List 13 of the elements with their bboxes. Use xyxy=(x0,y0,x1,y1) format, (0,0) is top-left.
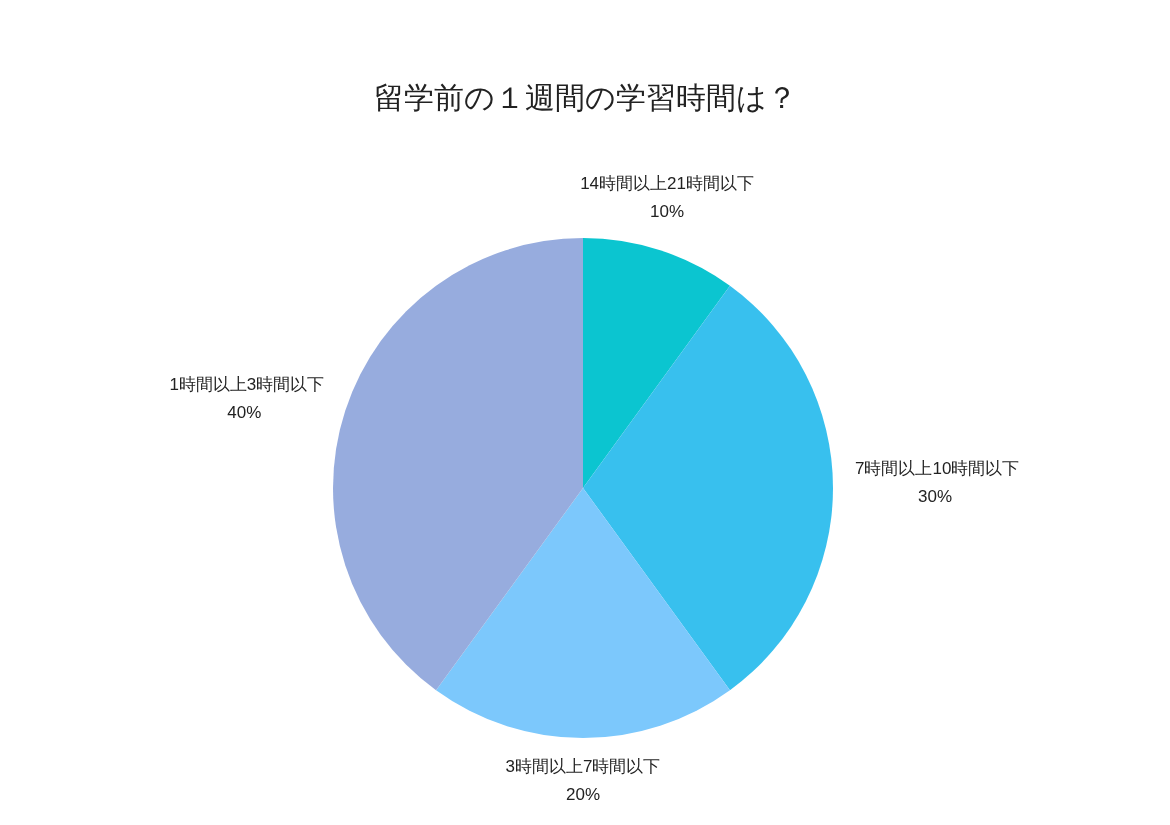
data-label: 20% xyxy=(565,785,601,804)
chart-title: 留学前の１週間の学習時間は？ xyxy=(372,80,798,116)
pie-slice xyxy=(583,285,833,691)
pie-slice xyxy=(436,488,730,738)
pie-slice xyxy=(333,238,583,691)
pie-slice xyxy=(583,238,730,488)
data-label: 40% xyxy=(227,402,262,422)
slice-label: 14時間以上21時間以下 xyxy=(580,174,754,194)
slice-label: 1時間以上3時間以下 xyxy=(169,374,325,394)
data-label: 30% xyxy=(917,487,953,506)
slice-label: 7時間以上10時間以下 xyxy=(855,459,1020,478)
slice-label: 3時間以上7時間以下 xyxy=(505,757,661,776)
data-label: 10% xyxy=(650,202,685,222)
